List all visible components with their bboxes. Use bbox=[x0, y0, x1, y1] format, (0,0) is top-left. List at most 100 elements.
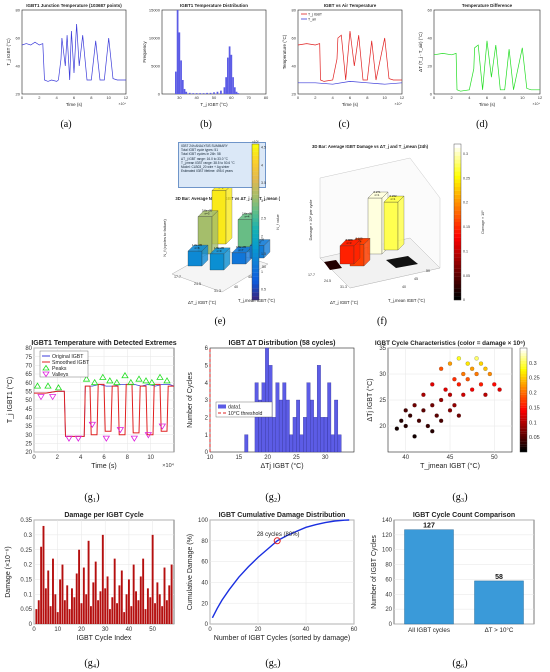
damage-bar bbox=[97, 600, 100, 624]
scatter-point bbox=[403, 408, 408, 413]
caption-b: (b) bbox=[200, 119, 212, 130]
histogram-bar bbox=[337, 434, 342, 453]
colorbar-cell bbox=[454, 272, 461, 277]
x-tick-label: 8 bbox=[90, 95, 93, 100]
x-tick-label: 40 bbox=[194, 95, 199, 100]
y-tick-label: 25 bbox=[25, 441, 32, 447]
histogram-bar bbox=[327, 382, 332, 453]
damage-bar bbox=[66, 585, 69, 624]
chart-title: IGBT Cumulative Damage Distribution bbox=[219, 512, 346, 519]
x-tick-label: All IGBT cycles bbox=[408, 627, 450, 634]
colorbar-cell bbox=[252, 194, 259, 199]
peak-marker bbox=[135, 375, 143, 382]
colorbar-cell bbox=[252, 264, 259, 269]
x-tick-label: 2 bbox=[56, 455, 60, 461]
colorbar-tick-label: 0.05 bbox=[529, 435, 540, 441]
colorbar-cell bbox=[520, 415, 527, 419]
scatter-point bbox=[474, 371, 479, 377]
damage-bar bbox=[80, 603, 83, 624]
legend-box bbox=[39, 350, 89, 378]
colorbar-cell bbox=[454, 194, 461, 199]
peak-marker bbox=[106, 377, 114, 384]
colorbar-cell bbox=[252, 218, 259, 223]
colorbar-cell bbox=[520, 355, 527, 359]
bar-value-label: 1.3e+05 bbox=[214, 246, 225, 250]
scatter-point bbox=[452, 403, 457, 408]
bar-top bbox=[209, 247, 231, 254]
damage-bar bbox=[75, 573, 78, 624]
colorbar-cell bbox=[520, 371, 527, 375]
colorbar-cell bbox=[454, 147, 461, 152]
colorbar-cell bbox=[520, 366, 527, 369]
colorbar-cell bbox=[454, 257, 461, 262]
bar-top bbox=[383, 195, 405, 203]
valley-marker bbox=[116, 427, 125, 434]
colorbar-tick-label: 0.25 bbox=[463, 176, 470, 180]
histogram-bar bbox=[299, 434, 304, 453]
histogram-bar bbox=[213, 92, 215, 94]
chart-g4: 0 10 20 30 40 50 0 0.05 0.1 0.15 0.2 0.25 0.3 0.35 Dam… bbox=[5, 512, 175, 642]
histogram-bar bbox=[275, 382, 280, 453]
y-tick-label: 120 bbox=[382, 533, 393, 539]
damage-bar bbox=[85, 594, 88, 624]
y-tick-label: 45 bbox=[25, 407, 32, 413]
bar-count-label: n=1 bbox=[391, 197, 396, 201]
peak-marker bbox=[82, 375, 91, 382]
x-tick-label: 2 bbox=[314, 95, 317, 100]
threshold-marker bbox=[273, 537, 281, 545]
colorbar-cell bbox=[252, 155, 259, 160]
x-tick-label: 25 bbox=[293, 455, 300, 461]
x-axis-label: Time (s) bbox=[479, 102, 496, 107]
y-tick-label: 60 bbox=[292, 35, 297, 40]
difference-line bbox=[433, 40, 540, 92]
damage-bar bbox=[144, 609, 147, 624]
histogram-bar bbox=[202, 93, 205, 94]
y-tick-label: 70 bbox=[25, 363, 32, 369]
damage-bar bbox=[56, 612, 59, 624]
bar-value-label: 0.271 bbox=[374, 190, 381, 194]
damage-bar bbox=[156, 582, 159, 624]
histogram-bar bbox=[206, 92, 208, 94]
summary-line: Total IGBT cycles in 24h: 58 bbox=[181, 152, 221, 157]
y-tick-label: 60 bbox=[201, 560, 208, 566]
histogram-bar bbox=[233, 87, 236, 94]
bar-top bbox=[187, 244, 209, 252]
scatter-point bbox=[447, 408, 453, 413]
y-tick-label: 6 bbox=[205, 346, 209, 352]
y-axis-label: ΔTj IGBT (°C) bbox=[366, 378, 374, 421]
chart-title: IGBT1 Temperature with Detected Extremes bbox=[31, 340, 176, 347]
histogram-bar bbox=[223, 87, 226, 94]
y-tick-label: 0 bbox=[389, 622, 393, 628]
colorbar-frame bbox=[519, 347, 528, 453]
colorbar-tick-label: 0.2 bbox=[463, 201, 468, 205]
bar-count-label: n=8 bbox=[195, 246, 200, 250]
x-tick-label: 30 bbox=[102, 627, 109, 633]
x-tick-label: 4 bbox=[332, 95, 335, 100]
x-tick-label: 80 bbox=[264, 95, 269, 100]
y-tick-label: 40 bbox=[234, 285, 238, 289]
chart-d: 0 2 4 6 8 10 12 0 20 40 60 Temperature Difference Ti… bbox=[418, 3, 543, 107]
colorbar-cell bbox=[252, 186, 259, 191]
histogram-bar bbox=[176, 10, 179, 94]
bar-value-label: 0.232 bbox=[390, 194, 397, 198]
bar-side bbox=[397, 195, 405, 251]
colorbar-cell bbox=[454, 179, 461, 184]
damage-bar bbox=[87, 540, 90, 624]
colorbar-cell bbox=[252, 206, 259, 211]
scatter-point bbox=[439, 366, 444, 371]
scatter-point bbox=[447, 361, 453, 366]
scatter-point bbox=[470, 387, 475, 392]
x-tick-label: 8 bbox=[126, 455, 130, 461]
chart-g5: 0 20 40 60 0 20 40 60 80 100 IGBT Cumulative Damag… bbox=[187, 512, 358, 642]
x-tick-label: 20 bbox=[255, 627, 262, 633]
scatter-point bbox=[412, 434, 417, 439]
damage-bar bbox=[71, 588, 73, 624]
histogram-bar bbox=[216, 91, 219, 94]
x-exponent-label: ×10⁴ bbox=[533, 102, 541, 106]
x-tick-label: 8 bbox=[504, 95, 507, 100]
chart-title: IGBT Cycle Count Comparison bbox=[413, 512, 515, 519]
x-tick-label: 4 bbox=[56, 95, 59, 100]
y-tick-label: 10000 bbox=[149, 35, 161, 40]
colorbar-cell bbox=[454, 222, 461, 226]
